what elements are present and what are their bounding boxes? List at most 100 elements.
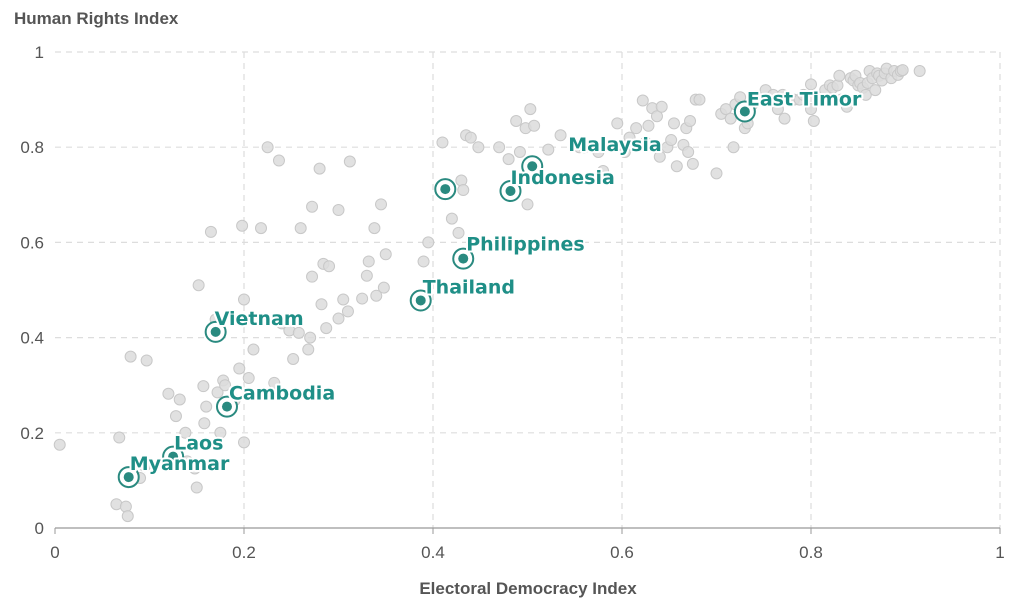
data-point <box>805 103 817 116</box>
data-point <box>913 65 926 78</box>
data-point <box>639 136 652 149</box>
point-dot <box>210 326 221 337</box>
data-point <box>275 317 288 330</box>
data-point <box>200 400 213 413</box>
data-point <box>653 150 666 163</box>
x-tick-label: 0.2 <box>232 543 256 562</box>
data-point <box>192 279 205 292</box>
data-point <box>169 410 182 423</box>
data-point <box>315 298 328 311</box>
country-label: Myanmar <box>130 453 230 475</box>
data-point <box>323 260 336 273</box>
x-tick-label: 0.4 <box>421 543 445 562</box>
axes: 0 0.2 0.4 0.6 0.8 1 0 0.2 0.4 0.6 0.8 1 <box>20 43 1004 562</box>
country-label: Cambodia <box>229 383 335 405</box>
data-point <box>655 100 668 113</box>
data-point <box>650 110 663 123</box>
point-dot <box>458 253 469 264</box>
data-point <box>360 269 373 282</box>
data-point <box>542 143 555 156</box>
data-point <box>238 293 250 306</box>
highlighted-point <box>162 445 185 468</box>
data-point <box>238 436 250 449</box>
y-tick-label: 0 <box>35 519 44 538</box>
point-dot <box>168 451 179 462</box>
data-point <box>247 343 260 356</box>
data-point <box>140 354 153 367</box>
country-labels: East Timor Malaysia Indonesia Philippines Th… <box>128 87 864 478</box>
data-point <box>302 343 315 356</box>
data-point <box>805 78 817 91</box>
data-point <box>320 322 333 335</box>
data-point <box>313 162 326 175</box>
y-tick-label: 0.2 <box>20 424 44 443</box>
data-point <box>464 131 477 144</box>
point-dot <box>415 295 426 306</box>
data-point <box>457 184 470 197</box>
data-point <box>287 353 300 366</box>
data-point <box>686 157 699 170</box>
data-point <box>343 155 356 168</box>
highlighted-points <box>117 100 756 489</box>
data-point <box>190 481 203 494</box>
country-label: Philippines <box>466 234 584 256</box>
point-dot <box>739 106 750 117</box>
data-point <box>642 119 655 132</box>
data-point <box>753 93 766 106</box>
point-dot <box>505 185 516 196</box>
data-point <box>255 222 268 235</box>
data-point <box>375 198 388 211</box>
data-point <box>869 84 882 97</box>
data-point <box>261 141 274 154</box>
data-point <box>306 270 319 283</box>
point-dot <box>123 472 134 483</box>
highlighted-point <box>409 289 432 312</box>
data-point <box>337 293 350 306</box>
data-point <box>797 88 810 101</box>
data-point <box>623 131 636 144</box>
data-point <box>236 219 249 232</box>
data-point <box>113 431 126 444</box>
x-tick-label: 0 <box>50 543 59 562</box>
data-point <box>521 198 534 211</box>
data-point <box>859 88 872 101</box>
y-tick-label: 0.6 <box>20 233 44 252</box>
data-point <box>510 115 523 128</box>
data-point <box>693 93 706 106</box>
data-point <box>362 255 375 268</box>
data-point <box>53 438 66 451</box>
y-tick-label: 1 <box>35 43 44 62</box>
data-point <box>554 129 567 142</box>
data-point <box>204 225 217 238</box>
data-point <box>268 376 281 389</box>
data-point <box>472 141 485 154</box>
x-tick-label: 1 <box>995 543 1004 562</box>
data-point <box>710 167 723 180</box>
data-point <box>667 117 680 130</box>
y-tick-label: 0.4 <box>20 329 44 348</box>
data-point <box>807 115 820 128</box>
data-point <box>670 160 683 173</box>
data-point <box>502 153 515 166</box>
data-point <box>422 236 435 249</box>
y-axis-title: Human Rights Index <box>14 9 179 28</box>
data-point <box>724 112 737 125</box>
data-point <box>513 145 526 158</box>
data-point <box>771 103 784 116</box>
highlighted-point <box>452 247 475 270</box>
data-point <box>665 134 678 147</box>
data-point <box>332 204 345 217</box>
data-point <box>528 119 541 132</box>
data-point <box>306 200 319 213</box>
data-point <box>214 426 227 439</box>
data-point <box>198 417 211 430</box>
highlighted-point <box>733 100 756 123</box>
data-point <box>445 212 458 225</box>
country-label: Indonesia <box>510 167 614 189</box>
data-point <box>304 331 317 344</box>
data-point <box>211 386 224 399</box>
data-point <box>377 281 390 294</box>
data-point <box>292 326 305 339</box>
x-axis-title: Electoral Democracy Index <box>419 579 637 598</box>
